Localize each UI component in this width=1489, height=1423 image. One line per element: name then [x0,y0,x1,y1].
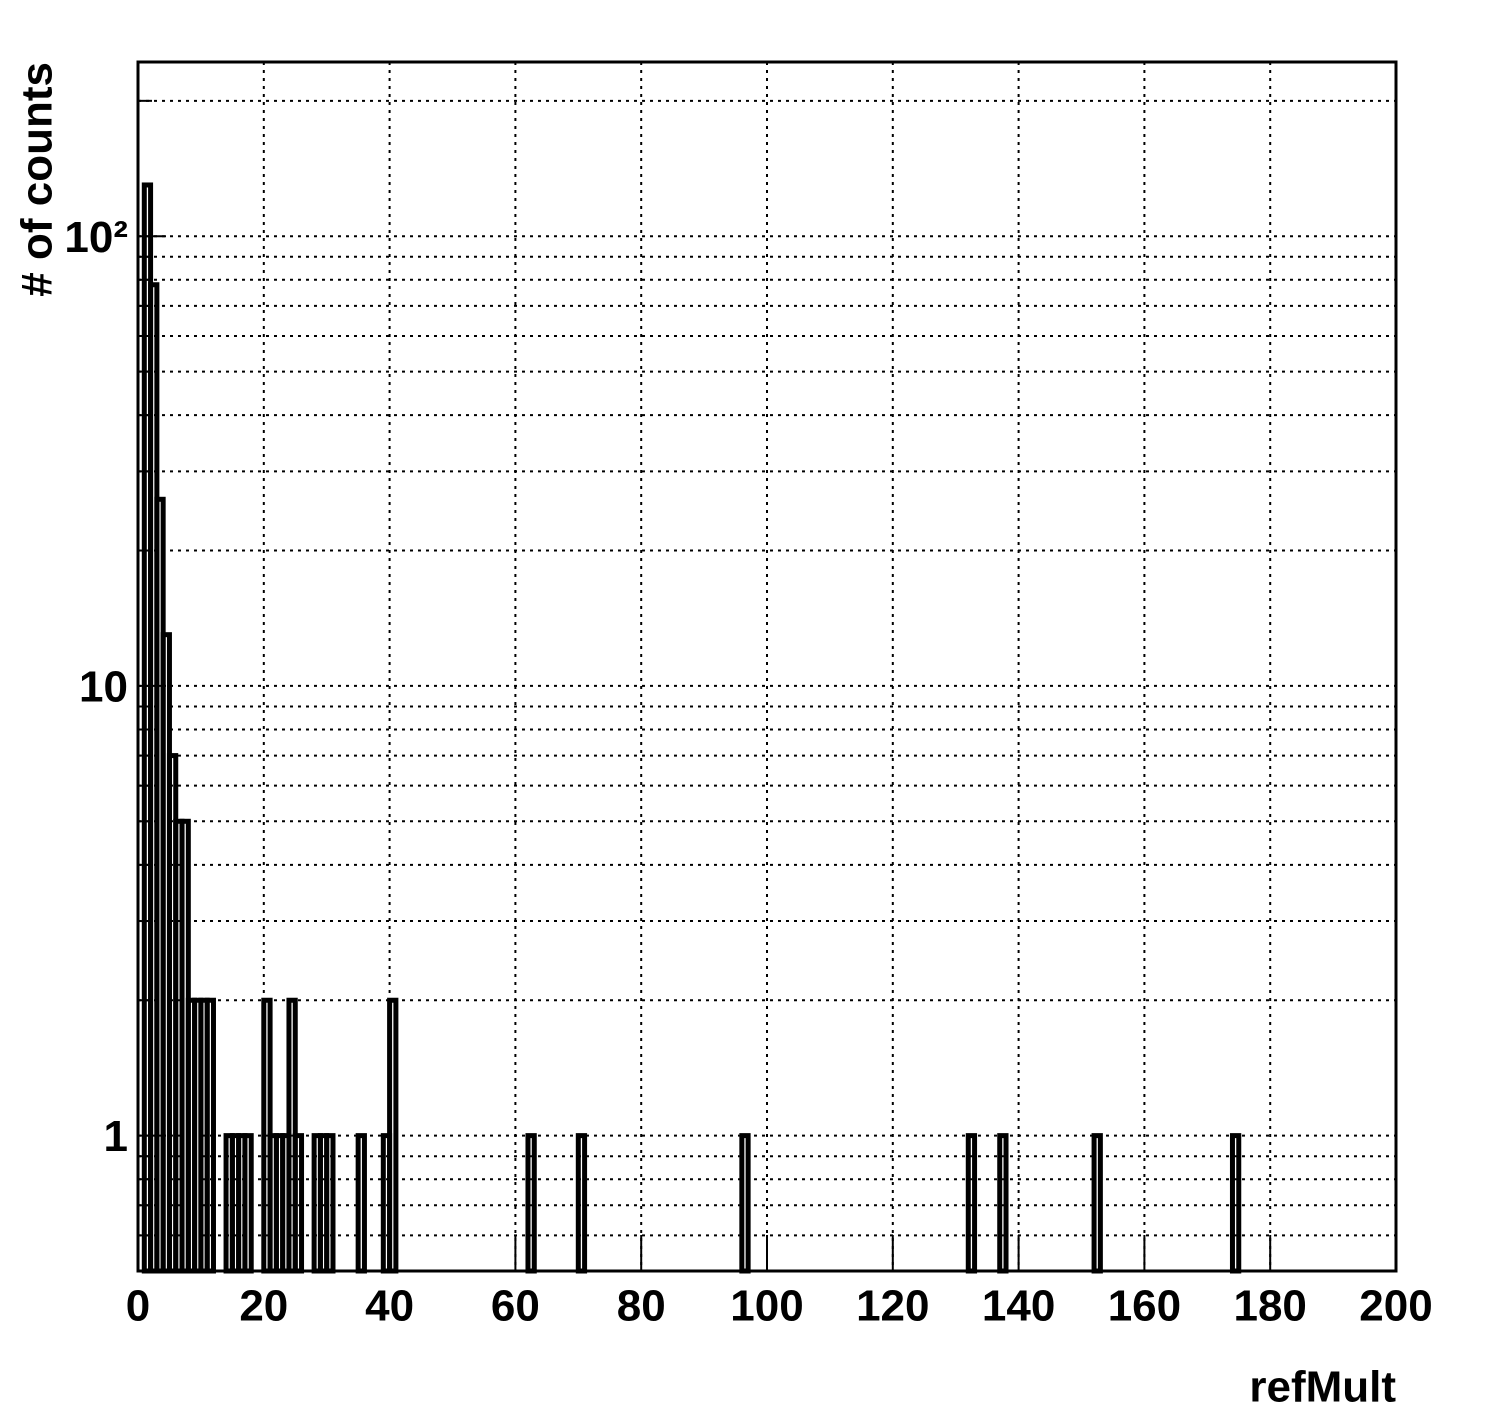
y-axis-label: # of counts [13,62,62,297]
x-tick-label: 20 [239,1282,288,1331]
x-tick-label: 100 [730,1282,803,1331]
y-tick-label: 1 [104,1112,128,1161]
histogram-bar [204,997,216,1274]
histogram-bar [525,1133,537,1274]
histogram-bar [575,1133,588,1274]
histogram-bar [739,1133,751,1274]
histogram-bar [1091,1133,1103,1274]
histogram-bar [292,1133,305,1274]
x-tick-label: 140 [982,1282,1055,1331]
plot-frame [136,60,1398,1273]
histogram-bar [242,1133,254,1274]
histogram-bar [324,1133,336,1274]
x-tick-label: 200 [1359,1282,1432,1331]
histogram-bar [387,997,399,1274]
x-axis-label: refMult [1249,1363,1396,1412]
histogram-bar [965,1133,978,1274]
histogram-bar [1229,1133,1242,1274]
histogram-bar [355,1133,367,1274]
x-tick-label: 0 [126,1282,150,1331]
x-tick-label: 40 [365,1282,414,1331]
x-tick-label: 180 [1233,1282,1306,1331]
x-tick-label: 80 [617,1282,666,1331]
histogram-bar [997,1133,1009,1274]
y-tick-label: 10 [79,663,128,712]
x-tick-label: 120 [856,1282,929,1331]
y-tick-label: 10² [64,213,128,262]
x-tick-label: 60 [491,1282,540,1331]
x-tick-label: 160 [1108,1282,1181,1331]
